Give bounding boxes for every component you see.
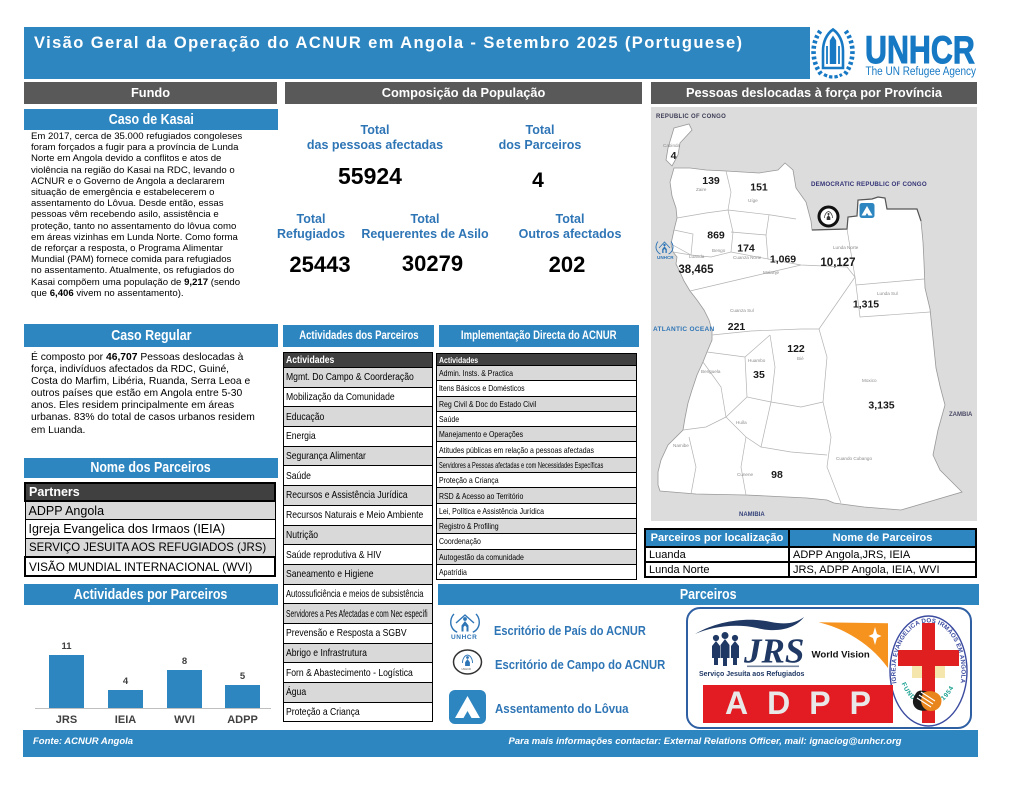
svg-text:139: 139 <box>702 175 720 187</box>
svg-text:UNHCR: UNHCR <box>657 255 674 260</box>
svg-text:Huambo: Huambo <box>748 358 766 363</box>
svg-text:151: 151 <box>750 182 768 194</box>
svg-text:869: 869 <box>707 230 725 242</box>
svg-text:35: 35 <box>753 369 765 381</box>
svg-text:NAMIBIA: NAMIBIA <box>739 512 765 518</box>
svg-text:1,069: 1,069 <box>770 254 796 266</box>
svg-text:98: 98 <box>771 469 783 481</box>
svg-text:ATLANTIC OCEAN: ATLANTIC OCEAN <box>653 326 715 333</box>
svg-text:Benguela: Benguela <box>701 369 721 374</box>
svg-text:Lunda Sul: Lunda Sul <box>877 291 898 296</box>
svg-text:UNHCR: UNHCR <box>451 634 477 641</box>
svg-text:Bié: Bié <box>797 356 804 361</box>
svg-text:The UN Refugee Agency: The UN Refugee Agency <box>866 65 977 78</box>
svg-text:Huíla: Huíla <box>736 420 747 425</box>
svg-text:Bengo: Bengo <box>712 248 726 253</box>
svg-text:Luanda: Luanda <box>689 254 705 259</box>
svg-text:Lunda Norte: Lunda Norte <box>833 245 859 250</box>
svg-text:122: 122 <box>787 343 805 355</box>
svg-text:UNHCR: UNHCR <box>865 28 975 71</box>
svg-text:Namibe: Namibe <box>673 443 689 448</box>
svg-text:World Vision: World Vision <box>812 650 870 661</box>
svg-text:Cuanza Norte: Cuanza Norte <box>733 255 762 260</box>
svg-text:221: 221 <box>728 321 746 333</box>
svg-text:3,135: 3,135 <box>868 400 894 412</box>
svg-text:174: 174 <box>737 243 755 255</box>
svg-text:1,315: 1,315 <box>853 299 879 311</box>
svg-text:Cabinda: Cabinda <box>663 143 681 148</box>
svg-text:REPUBLIC OF CONGO: REPUBLIC OF CONGO <box>656 114 726 120</box>
svg-text:10,127: 10,127 <box>820 257 855 269</box>
svg-text:Cunene: Cunene <box>737 472 754 477</box>
svg-text:Malanje: Malanje <box>763 270 780 275</box>
svg-text:Cuando Cubango: Cuando Cubango <box>836 456 872 461</box>
svg-text:Moxico: Moxico <box>862 378 877 383</box>
svg-text:38,465: 38,465 <box>678 264 714 276</box>
svg-text:UNHCR: UNHCR <box>462 667 471 671</box>
svg-text:DEMOCRATIC REPUBLIC OF CONGO: DEMOCRATIC REPUBLIC OF CONGO <box>811 181 927 188</box>
svg-text:4: 4 <box>671 150 677 162</box>
svg-text:JRS: JRS <box>743 632 804 671</box>
svg-text:Serviço Jesuíta aos Refugiados: Serviço Jesuíta aos Refugiados <box>699 671 805 678</box>
svg-text:Cuanza Sul: Cuanza Sul <box>730 308 754 313</box>
svg-text:Zaire: Zaire <box>696 187 707 192</box>
svg-text:ZAMBIA: ZAMBIA <box>949 412 973 418</box>
svg-text:Uíge: Uíge <box>748 198 758 203</box>
